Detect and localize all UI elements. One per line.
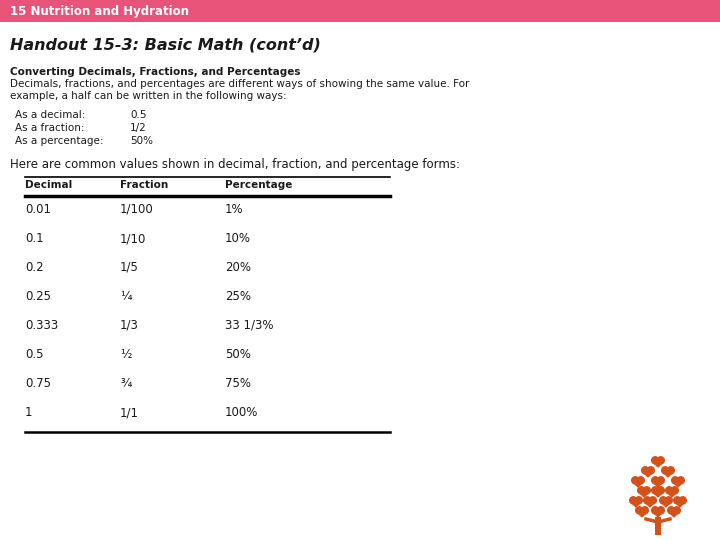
Polygon shape <box>631 502 642 507</box>
Text: 1/5: 1/5 <box>120 261 139 274</box>
Polygon shape <box>675 502 685 507</box>
Text: Decimals, fractions, and percentages are different ways of showing the same valu: Decimals, fractions, and percentages are… <box>10 79 469 89</box>
Text: 1/100: 1/100 <box>120 203 154 216</box>
Text: 0.5: 0.5 <box>130 110 146 120</box>
Circle shape <box>642 467 649 474</box>
Polygon shape <box>652 482 664 487</box>
Polygon shape <box>667 491 678 497</box>
Circle shape <box>667 467 675 474</box>
Text: ½: ½ <box>120 348 131 361</box>
Text: 20%: 20% <box>225 261 251 274</box>
Circle shape <box>665 497 672 504</box>
Circle shape <box>644 497 651 504</box>
Polygon shape <box>652 462 664 467</box>
Text: Fraction: Fraction <box>120 180 168 190</box>
Circle shape <box>662 467 669 474</box>
Text: 1/2: 1/2 <box>130 123 147 133</box>
Circle shape <box>643 487 650 494</box>
Text: Handout 15-3: Basic Math (cont’d): Handout 15-3: Basic Math (cont’d) <box>10 37 321 52</box>
Polygon shape <box>639 491 649 497</box>
Circle shape <box>630 497 636 504</box>
Circle shape <box>674 497 681 504</box>
Circle shape <box>635 497 642 504</box>
Circle shape <box>666 487 672 494</box>
Circle shape <box>657 487 665 494</box>
Text: ¼: ¼ <box>120 290 132 303</box>
Text: 0.01: 0.01 <box>25 203 51 216</box>
Circle shape <box>673 507 680 514</box>
Text: 0.2: 0.2 <box>25 261 44 274</box>
Text: 15 Nutrition and Hydration: 15 Nutrition and Hydration <box>10 4 189 17</box>
Text: 0.5: 0.5 <box>25 348 43 361</box>
Circle shape <box>637 477 644 484</box>
Text: Here are common values shown in decimal, fraction, and percentage forms:: Here are common values shown in decimal,… <box>10 158 460 171</box>
Text: As a percentage:: As a percentage: <box>15 136 104 146</box>
Polygon shape <box>652 491 664 497</box>
Circle shape <box>649 497 657 504</box>
Circle shape <box>647 467 654 474</box>
Text: 50%: 50% <box>225 348 251 361</box>
Polygon shape <box>668 511 680 517</box>
Polygon shape <box>672 482 683 487</box>
Text: 75%: 75% <box>225 377 251 390</box>
Circle shape <box>636 507 643 514</box>
Circle shape <box>652 477 659 484</box>
Polygon shape <box>662 471 673 477</box>
Text: 100%: 100% <box>225 406 258 419</box>
Text: 0.1: 0.1 <box>25 232 44 245</box>
Polygon shape <box>660 502 672 507</box>
Text: 25%: 25% <box>225 290 251 303</box>
Circle shape <box>667 507 675 514</box>
Circle shape <box>679 497 686 504</box>
Text: 1%: 1% <box>225 203 243 216</box>
Polygon shape <box>636 511 647 517</box>
Text: ¾: ¾ <box>120 377 131 390</box>
Circle shape <box>657 507 665 514</box>
Text: 33 1/3%: 33 1/3% <box>225 319 274 332</box>
Circle shape <box>660 497 667 504</box>
Circle shape <box>652 507 659 514</box>
Text: 0.75: 0.75 <box>25 377 51 390</box>
Circle shape <box>631 477 639 484</box>
Bar <box>655 517 661 535</box>
Text: 1/1: 1/1 <box>120 406 139 419</box>
Text: As a decimal:: As a decimal: <box>15 110 86 120</box>
Text: 50%: 50% <box>130 136 153 146</box>
Circle shape <box>652 457 659 464</box>
Text: 1/10: 1/10 <box>120 232 146 245</box>
Text: Decimal: Decimal <box>25 180 72 190</box>
Text: 0.333: 0.333 <box>25 319 58 332</box>
Polygon shape <box>642 471 654 477</box>
Polygon shape <box>644 502 655 507</box>
Circle shape <box>672 477 679 484</box>
Text: 1: 1 <box>25 406 32 419</box>
Circle shape <box>671 487 678 494</box>
Text: Percentage: Percentage <box>225 180 292 190</box>
Circle shape <box>657 457 665 464</box>
Circle shape <box>638 487 645 494</box>
Text: 1/3: 1/3 <box>120 319 139 332</box>
Text: example, a half can be written in the following ways:: example, a half can be written in the fo… <box>10 91 287 101</box>
Circle shape <box>678 477 684 484</box>
Polygon shape <box>652 511 664 517</box>
Text: 10%: 10% <box>225 232 251 245</box>
Circle shape <box>657 477 665 484</box>
Circle shape <box>642 507 648 514</box>
Text: 0.25: 0.25 <box>25 290 51 303</box>
Polygon shape <box>632 482 644 487</box>
Text: Converting Decimals, Fractions, and Percentages: Converting Decimals, Fractions, and Perc… <box>10 67 300 77</box>
Bar <box>0 0 720 22</box>
Text: As a fraction:: As a fraction: <box>15 123 84 133</box>
Circle shape <box>652 487 659 494</box>
